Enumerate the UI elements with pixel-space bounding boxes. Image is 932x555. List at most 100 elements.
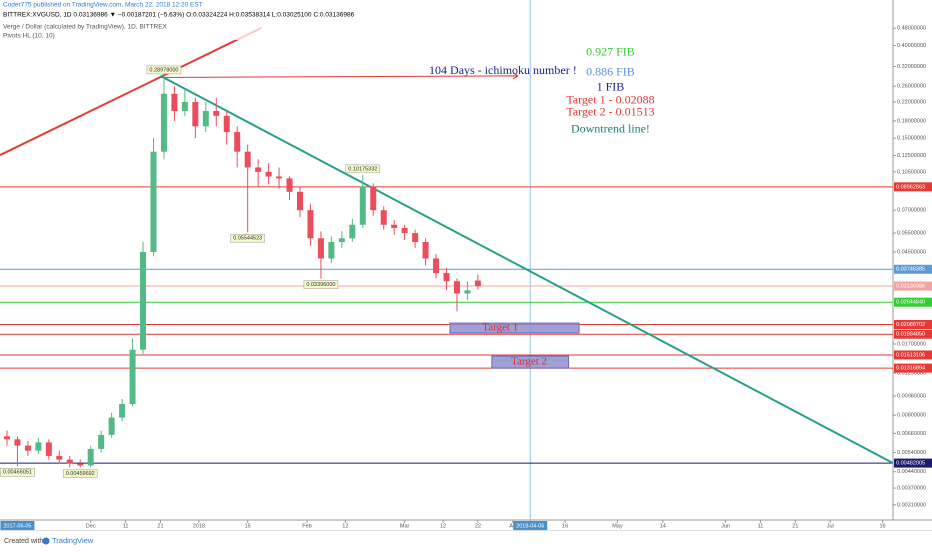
candle-body bbox=[181, 101, 188, 111]
trendline bbox=[159, 75, 894, 464]
header-bg bbox=[0, 0, 420, 40]
level-label: 0.01316894 bbox=[896, 366, 925, 372]
candle-body bbox=[213, 110, 220, 116]
level-label: 0.03746385 bbox=[896, 267, 925, 273]
target-box-label: Target 2 bbox=[511, 356, 547, 368]
annotation: Target 2 - 0.01513 bbox=[566, 105, 654, 119]
x-tick-label: 22 bbox=[475, 523, 481, 529]
candle-body bbox=[160, 93, 167, 152]
logo bbox=[42, 537, 50, 545]
candle-body bbox=[401, 227, 408, 233]
level-tag bbox=[894, 363, 932, 373]
y-tick-label: 0.12500000 bbox=[897, 153, 926, 159]
x-tick-label: 2018 bbox=[193, 523, 205, 529]
candle-body bbox=[255, 167, 262, 172]
candle-body bbox=[77, 463, 84, 466]
x-tick-label: 11 bbox=[758, 523, 764, 529]
candle-body bbox=[422, 241, 429, 259]
x-tick-label: Jul bbox=[827, 523, 834, 529]
y-tick-label: 0.00370000 bbox=[897, 486, 926, 492]
footer bbox=[0, 531, 932, 550]
x-tick-label: 2018-04-06 bbox=[516, 523, 544, 529]
trendline bbox=[0, 26, 263, 156]
x-tick-label: Jun bbox=[721, 523, 730, 529]
indicator: Pivots HL (10, 10) bbox=[3, 33, 55, 40]
candle-body bbox=[24, 445, 31, 451]
x-tick-label: 21 bbox=[157, 523, 163, 529]
candle-body bbox=[370, 186, 377, 211]
candle-body bbox=[14, 439, 21, 446]
y-tick-label: 0.04500000 bbox=[897, 249, 926, 255]
y-tick-label: 0.22000000 bbox=[897, 99, 926, 105]
candle-body bbox=[108, 417, 115, 435]
plot: Target 1 Target 2 0.28978000 0.10175332 0.05… bbox=[0, 0, 894, 520]
candle-body bbox=[150, 151, 157, 252]
candle-body bbox=[464, 290, 471, 294]
level-label: 0.01513106 bbox=[896, 352, 925, 358]
candle-body bbox=[56, 455, 63, 460]
y-tick-label: 0.32000000 bbox=[897, 64, 926, 70]
level-label: 0.02088702 bbox=[896, 322, 925, 328]
candle-body bbox=[45, 442, 52, 456]
candle-body bbox=[265, 171, 272, 177]
candle-body bbox=[87, 448, 94, 466]
target-box-label: Target 1 bbox=[482, 322, 518, 334]
candle-body bbox=[66, 459, 73, 464]
candle-body bbox=[317, 238, 324, 259]
candle-body bbox=[286, 178, 293, 192]
pivot-label: 0.00466051 bbox=[3, 470, 32, 476]
level-tag bbox=[894, 281, 932, 291]
y-tick-label: 0.00980000 bbox=[897, 393, 926, 399]
x-tick-label: 16 bbox=[879, 523, 885, 529]
x-tick-label: Dec bbox=[86, 523, 96, 529]
publisher: Coder775 published on TradingView.com, M… bbox=[3, 2, 203, 9]
candle-body bbox=[453, 281, 460, 294]
x-tick-label: May bbox=[612, 523, 623, 529]
y-tick-label: 0.01250000 bbox=[897, 370, 926, 376]
series-title: Verge / Dollar (calculated by TradingVie… bbox=[3, 24, 168, 31]
candle-body bbox=[433, 258, 440, 274]
candle-body bbox=[359, 186, 366, 225]
level-tag bbox=[894, 329, 932, 339]
x-tick-label: Feb bbox=[302, 523, 311, 529]
x-tick-label: 12 bbox=[440, 523, 446, 529]
annotation: Target 1 - 0.02088 bbox=[566, 92, 654, 106]
pivot-tag bbox=[345, 164, 381, 174]
candle-body bbox=[349, 224, 356, 239]
level-label: 0.08962863 bbox=[896, 184, 925, 190]
annotation: 0.927 FIB bbox=[586, 45, 635, 59]
candle-body bbox=[328, 241, 335, 259]
level-tag bbox=[894, 350, 932, 360]
target-box bbox=[449, 322, 580, 334]
x-tick-label: 14 bbox=[660, 523, 666, 529]
y-tick-label: 0.00660000 bbox=[897, 431, 926, 437]
x-tick-label: 11 bbox=[123, 523, 129, 529]
candle-body bbox=[171, 93, 178, 111]
candle-body bbox=[234, 132, 241, 152]
level-label: 0.01884850 bbox=[896, 332, 925, 338]
y-tick-label: 0.00800000 bbox=[897, 413, 926, 419]
y-tick-label: 0.18000000 bbox=[897, 118, 926, 124]
level-tag bbox=[894, 458, 932, 468]
y-tick-label: 0.00440000 bbox=[897, 469, 926, 475]
x-tick-label: Mar bbox=[400, 523, 410, 529]
y-tick-label: 0.00540000 bbox=[897, 450, 926, 456]
candle-body bbox=[98, 434, 105, 449]
pivot-tag bbox=[230, 233, 265, 243]
pivot-tag bbox=[0, 468, 35, 477]
pivot-label: 0.28978000 bbox=[149, 67, 178, 73]
candle-body bbox=[296, 191, 303, 211]
candle-body bbox=[129, 349, 136, 405]
candle-body bbox=[192, 101, 199, 127]
level-label: 0.00482005 bbox=[896, 461, 925, 467]
pivot-label: 0.00459692 bbox=[66, 471, 95, 477]
candle-body bbox=[307, 210, 314, 239]
x-tick-label: 2017-06-05 bbox=[3, 523, 31, 529]
candle-body bbox=[338, 238, 345, 242]
level-tag bbox=[894, 182, 932, 192]
level-tag bbox=[894, 264, 932, 274]
x-tick-label: 12 bbox=[342, 523, 348, 529]
x-tick-label: Ap bbox=[509, 523, 516, 529]
candle-body bbox=[380, 210, 387, 225]
